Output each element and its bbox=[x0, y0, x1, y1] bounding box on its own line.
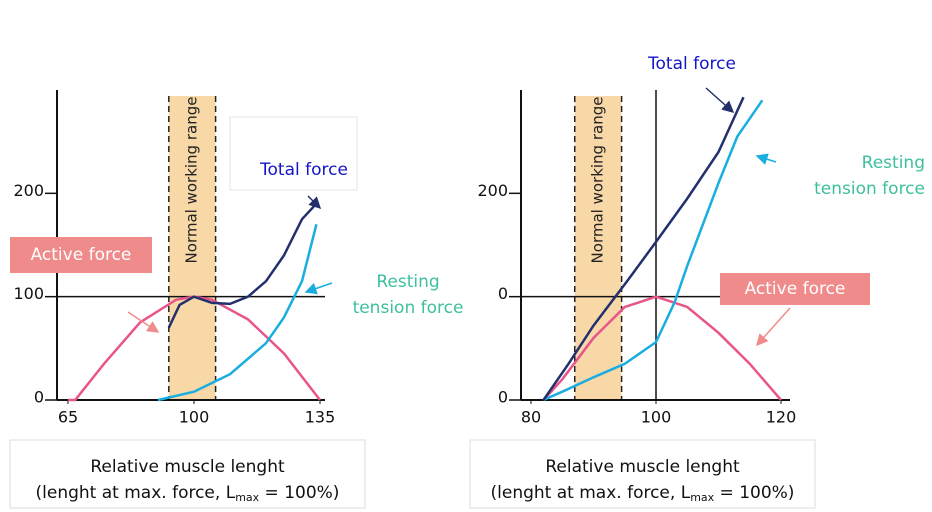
x-axis-label-subscript: max bbox=[690, 491, 714, 504]
series-line bbox=[542, 295, 782, 401]
x-tick-label: 120 bbox=[766, 408, 797, 427]
x-axis-label: Relative muscle lenght bbox=[545, 457, 740, 477]
series-line bbox=[167, 202, 318, 329]
series-label: Active force bbox=[745, 279, 846, 299]
series-label: tension force bbox=[353, 298, 464, 318]
y-tick-label: 100 bbox=[13, 284, 44, 303]
series-line bbox=[157, 223, 318, 402]
label-box bbox=[720, 273, 870, 305]
label-box bbox=[10, 237, 152, 273]
y-tick-label: 0 bbox=[498, 388, 508, 407]
panel: Normal working range 0 100 200 65 100 135 Activ… bbox=[9, 90, 464, 509]
x-tick-label: 135 bbox=[305, 408, 336, 427]
series-label: Total force bbox=[259, 160, 348, 180]
series-line bbox=[542, 99, 764, 402]
x-axis-label: (lenght at max. force, Lmax = 100%) bbox=[36, 483, 340, 504]
y-tick-label: 200 bbox=[13, 181, 44, 200]
x-axis-label-part: = 100%) bbox=[259, 483, 339, 503]
x-axis-label-part: (lenght at max. force, L bbox=[491, 483, 691, 503]
working-range-band bbox=[168, 96, 216, 400]
label-arrow bbox=[304, 282, 333, 295]
series-label: tension force bbox=[814, 179, 925, 199]
series-label: Active force bbox=[31, 245, 132, 265]
series-line bbox=[68, 295, 321, 402]
series-label: Total force bbox=[647, 54, 736, 74]
x-axis-label: (lenght at max. force, Lmax = 100%) bbox=[491, 483, 795, 504]
label-arrow bbox=[755, 153, 777, 165]
label-arrow bbox=[127, 311, 160, 333]
label-arrow bbox=[756, 307, 791, 347]
x-axis-label-part: = 100%) bbox=[714, 483, 794, 503]
x-axis-label-subscript: max bbox=[235, 491, 259, 504]
x-axis-label: Relative muscle lenght bbox=[90, 457, 285, 477]
x-tick-label: 100 bbox=[179, 408, 210, 427]
y-tick-label: 0 bbox=[498, 284, 508, 303]
x-tick-label: 100 bbox=[641, 408, 672, 427]
y-tick-label: 200 bbox=[477, 181, 508, 200]
x-axis-label-part: (lenght at max. force, L bbox=[36, 483, 236, 503]
series-label: Resting bbox=[862, 153, 925, 173]
x-tick-label: 65 bbox=[58, 408, 78, 427]
label-arrow bbox=[705, 87, 735, 113]
series-line bbox=[542, 96, 745, 401]
working-range-label: Normal working range bbox=[589, 97, 607, 264]
label-box bbox=[229, 116, 358, 191]
label-arrow bbox=[307, 195, 322, 210]
x-tick-label: 80 bbox=[521, 408, 541, 427]
working-range-band bbox=[574, 96, 622, 400]
series-label: Resting bbox=[376, 272, 439, 292]
xlabel-box bbox=[9, 439, 366, 509]
xlabel-box bbox=[469, 439, 816, 509]
y-tick-label: 0 bbox=[34, 388, 44, 407]
panel: Normal working range 0 0 200 80 100 120 Active … bbox=[469, 54, 925, 509]
working-range-label: Normal working range bbox=[183, 97, 201, 264]
